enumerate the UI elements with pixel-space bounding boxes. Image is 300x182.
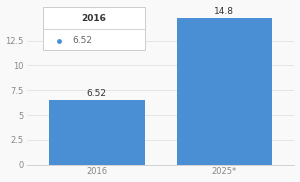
Bar xyxy=(49,100,145,165)
Text: 2016: 2016 xyxy=(81,14,106,23)
Bar xyxy=(176,18,272,165)
Text: 14.8: 14.8 xyxy=(214,7,234,16)
Text: 6.52: 6.52 xyxy=(72,36,92,45)
Text: 6.52: 6.52 xyxy=(87,89,107,98)
FancyBboxPatch shape xyxy=(43,7,145,50)
